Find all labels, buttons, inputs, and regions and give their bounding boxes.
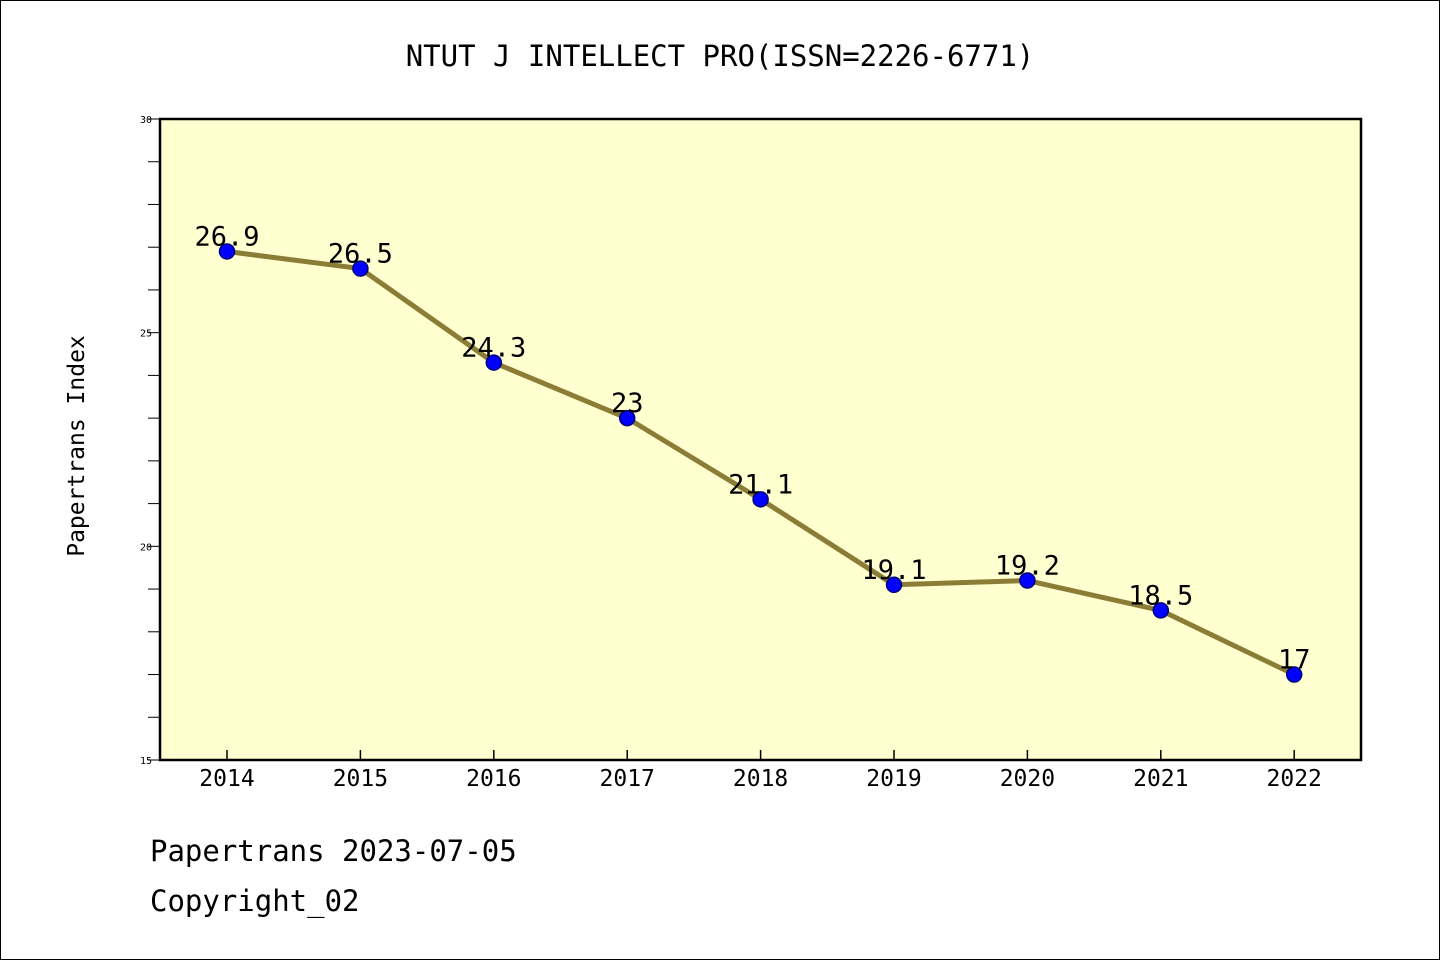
x-tick-label: 2022 [1267, 766, 1322, 792]
data-point-marker [1285, 666, 1303, 683]
data-point-marker [1019, 572, 1036, 589]
x-tick-label: 2016 [466, 766, 521, 792]
data-label: 26.9 [194, 221, 259, 252]
data-label: 19.1 [861, 555, 926, 586]
y-axis-label: Papertrans Index [64, 335, 90, 557]
series-line-group: 26.9 26.5 24.3 23 21.1 19.1 19.2 18.5 17 [194, 221, 1311, 683]
data-point-marker [485, 354, 503, 371]
x-tick-label: 2015 [333, 766, 388, 792]
x-axis: 2014 2015 2016 2017 2018 2019 2020 2021 2022 [199, 750, 1322, 792]
data-point-marker [752, 491, 769, 508]
data-label: 19.2 [995, 551, 1060, 582]
y-tick-label: 30 [140, 115, 152, 126]
plot-area [158, 117, 1363, 762]
y-tick-label: 25 [140, 329, 152, 340]
y-axis: 15 20 25 30 [140, 115, 160, 767]
x-tick-label: 2020 [1000, 766, 1055, 792]
data-label: 21.1 [728, 469, 793, 500]
chart-title: NTUT J INTELLECT PRO(ISSN=2226-6771) [406, 39, 1035, 73]
data-label: 24.3 [461, 333, 526, 364]
data-point-marker [618, 409, 636, 427]
x-tick-label: 2017 [600, 766, 655, 792]
data-label: 17 [1278, 645, 1311, 676]
data-point-marker [1152, 602, 1170, 619]
data-label: 23 [611, 388, 644, 419]
x-tick-label: 2018 [733, 766, 788, 792]
y-tick-label: 20 [140, 542, 152, 553]
x-tick-label: 2019 [866, 766, 921, 792]
x-tick-label: 2021 [1133, 766, 1188, 792]
y-tick-label: 15 [140, 756, 152, 767]
footer-date-label: Papertrans 2023-07-05 [150, 834, 517, 868]
data-point-marker [352, 260, 369, 277]
data-point-marker [218, 243, 236, 260]
data-label: 18.5 [1128, 580, 1193, 611]
data-point-marker [885, 576, 903, 594]
data-label: 26.5 [328, 239, 393, 270]
x-tick-label: 2014 [199, 766, 254, 792]
footer-copyright-label: Copyright_02 [150, 884, 360, 918]
